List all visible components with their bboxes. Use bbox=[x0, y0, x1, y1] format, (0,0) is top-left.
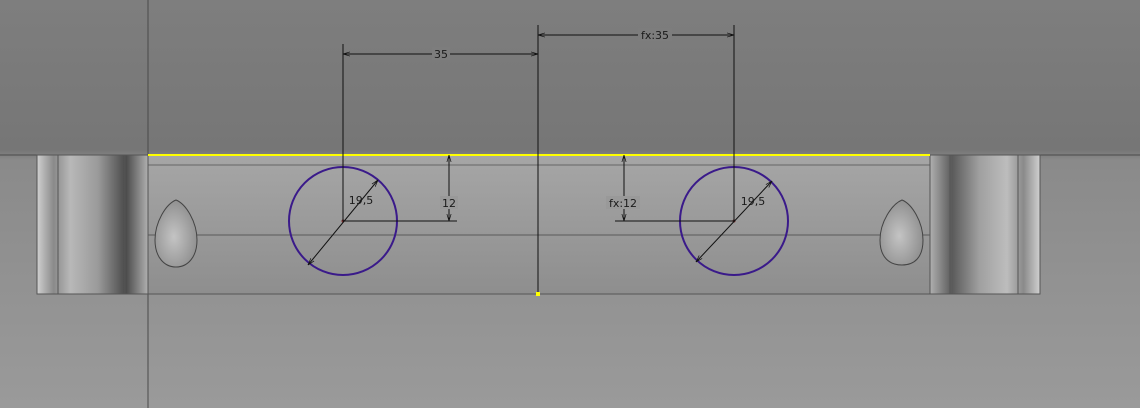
dimension-right-diameter[interactable]: 19,5 bbox=[696, 181, 772, 262]
dimension-left-horizontal-text: 35 bbox=[434, 48, 448, 61]
centerline-endpoint[interactable] bbox=[536, 292, 540, 296]
dimension-left-horizontal[interactable]: 35 bbox=[342, 44, 538, 221]
left-teardrop-slot[interactable] bbox=[154, 199, 198, 268]
dimension-right-horizontal-text: fx:35 bbox=[641, 29, 669, 42]
dimension-left-diameter[interactable]: 19,5 bbox=[308, 180, 378, 265]
dimension-left-diameter-text: 19,5 bbox=[349, 194, 374, 207]
part-body[interactable] bbox=[147, 154, 931, 295]
right-end-block[interactable] bbox=[929, 154, 1041, 295]
left-end-block[interactable] bbox=[36, 154, 149, 295]
dimension-right-diameter-text: 19,5 bbox=[741, 195, 766, 208]
dimension-left-vertical-text: 12 bbox=[442, 197, 456, 210]
dimension-right-vertical[interactable]: fx:12 bbox=[606, 155, 734, 222]
right-teardrop-slot[interactable] bbox=[879, 199, 924, 266]
dimension-right-vertical-text: fx:12 bbox=[609, 197, 637, 210]
